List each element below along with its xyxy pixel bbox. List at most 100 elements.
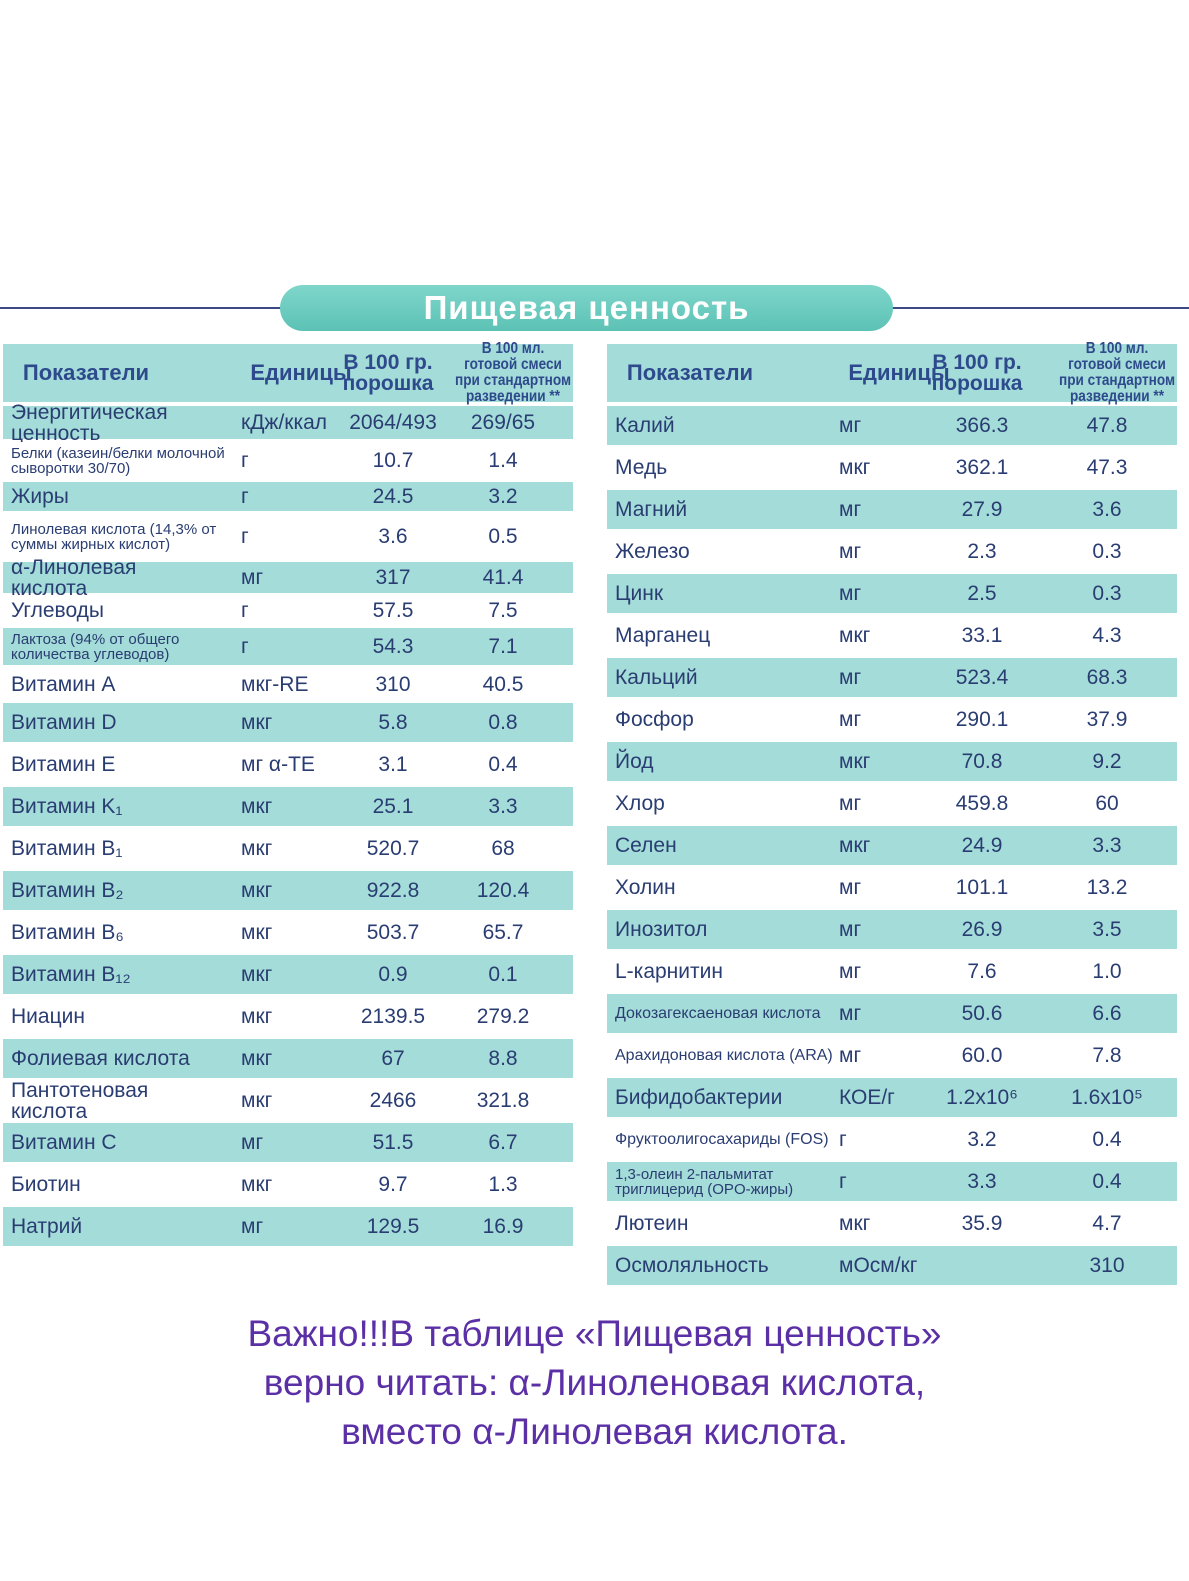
table-cell: мг bbox=[839, 1044, 862, 1067]
table-cell: 290.1 bbox=[955, 708, 1009, 731]
table-cell: Фолиевая кислота bbox=[11, 1047, 190, 1070]
table-cell: Йод bbox=[615, 750, 654, 773]
table-cell: Фруктоолигосахариды (FOS) bbox=[615, 1130, 829, 1148]
table-cell: 6.7 bbox=[488, 1131, 518, 1154]
table-cell: мкг bbox=[241, 1089, 273, 1112]
table-cell: 2.3 bbox=[967, 540, 997, 563]
table-cell: мг α-TE bbox=[241, 753, 315, 776]
table-header bbox=[3, 344, 573, 402]
table-cell: мг bbox=[241, 1131, 264, 1154]
table-cell: мг bbox=[839, 582, 862, 605]
table-row bbox=[3, 406, 573, 439]
table-cell: мкг bbox=[839, 834, 871, 857]
table-cell: 68.3 bbox=[1086, 666, 1128, 689]
table-row bbox=[607, 868, 1177, 907]
header-cell: Показатели bbox=[626, 360, 754, 385]
table-cell: 60 bbox=[1095, 792, 1119, 815]
table-cell: мкг bbox=[241, 795, 273, 818]
table-cell: 2139.5 bbox=[360, 1005, 426, 1028]
table-cell: 50.6 bbox=[961, 1002, 1003, 1025]
table-cell: 5.8 bbox=[378, 711, 408, 734]
table-cell: 41.4 bbox=[482, 566, 524, 589]
table-cell: 70.8 bbox=[961, 750, 1003, 773]
table-cell: 3.6 bbox=[378, 525, 408, 548]
table-cell: 3.2 bbox=[967, 1128, 997, 1151]
table-cell: мкг bbox=[839, 456, 871, 479]
table-row bbox=[3, 1081, 573, 1120]
table-cell: 51.5 bbox=[372, 1131, 414, 1154]
table-cell: мОсм/кг bbox=[839, 1254, 918, 1277]
table-row bbox=[607, 1036, 1177, 1075]
table-cell: Фосфор bbox=[615, 708, 694, 731]
table-cell: 57.5 bbox=[372, 599, 414, 622]
table-row bbox=[607, 1078, 1177, 1117]
table-cell: 279.2 bbox=[476, 1005, 530, 1028]
table-cell: мкг bbox=[241, 1047, 273, 1070]
table-row bbox=[3, 562, 573, 593]
header-cell: В 100 мл. готовой смеси при стандартном … bbox=[1058, 340, 1176, 405]
header-cell: В 100 гр. порошка bbox=[342, 351, 434, 395]
table-cell: 26.9 bbox=[961, 918, 1003, 941]
table-cell: 27.9 bbox=[961, 498, 1003, 521]
table-cell: мг bbox=[839, 960, 862, 983]
table-cell: Витамин C bbox=[11, 1131, 117, 1154]
table-cell: КОЕ/г bbox=[839, 1086, 895, 1109]
table-cell: Хлор bbox=[615, 792, 665, 815]
table-cell: Белки (казеин/белки молочной сыворотки 3… bbox=[11, 444, 225, 477]
table-cell: 922.8 bbox=[366, 879, 420, 902]
table-cell: Витамин B₁ bbox=[11, 837, 123, 860]
table-cell: мг bbox=[839, 708, 862, 731]
table-cell: 0.4 bbox=[488, 753, 518, 776]
table-cell: мкг bbox=[241, 837, 273, 860]
table-row bbox=[3, 628, 573, 665]
table-cell: Витамин E bbox=[11, 753, 116, 776]
table-cell: 24.5 bbox=[372, 485, 414, 508]
table-cell: мг bbox=[839, 918, 862, 941]
table-cell: мг bbox=[839, 792, 862, 815]
table-row bbox=[607, 574, 1177, 613]
table-cell: мкг-RE bbox=[241, 672, 309, 696]
table-cell: 16.9 bbox=[482, 1215, 524, 1238]
table-row bbox=[3, 703, 573, 742]
note-line: вместо α-Линолевая кислота. bbox=[341, 1411, 848, 1452]
table-cell: Магний bbox=[615, 498, 688, 521]
table-cell: 7.1 bbox=[488, 635, 518, 658]
table-row bbox=[3, 745, 573, 784]
table-cell: 8.8 bbox=[488, 1047, 518, 1070]
table-cell: Биотин bbox=[11, 1173, 81, 1196]
table-cell: Ниацин bbox=[11, 1005, 85, 1028]
header-cell: В 100 гр. порошка bbox=[931, 351, 1023, 395]
table-row bbox=[3, 1207, 573, 1246]
header-cell: Показатели bbox=[22, 360, 150, 385]
table-cell: мкг bbox=[241, 879, 273, 902]
table-row bbox=[3, 871, 573, 910]
table-cell: Витамин A bbox=[11, 672, 116, 696]
table-cell: 362.1 bbox=[955, 456, 1009, 479]
table-row bbox=[3, 514, 573, 559]
table-cell: 10.7 bbox=[372, 449, 414, 472]
table-cell: 520.7 bbox=[366, 837, 420, 860]
table-cell: 0.1 bbox=[488, 963, 518, 986]
table-cell: Марганец bbox=[615, 624, 711, 647]
table-cell: Селен bbox=[615, 834, 677, 857]
table-cell: Лютеин bbox=[615, 1212, 689, 1235]
table-cell: 60.0 bbox=[961, 1044, 1003, 1067]
table-cell: мкг bbox=[241, 711, 273, 734]
table-cell: 129.5 bbox=[366, 1215, 420, 1238]
table-cell: мг bbox=[839, 498, 862, 521]
table-cell: 459.8 bbox=[955, 792, 1009, 815]
table-cell: г bbox=[241, 485, 249, 508]
table-row bbox=[607, 952, 1177, 991]
table-cell: мкг bbox=[839, 624, 871, 647]
table-row bbox=[3, 1123, 573, 1162]
title: Пищевая ценность bbox=[280, 285, 893, 331]
table-cell: мг bbox=[839, 666, 862, 689]
table-cell: Углеводы bbox=[11, 599, 105, 622]
table-cell: 1.6x10⁵ bbox=[1071, 1086, 1143, 1109]
table-cell: 0.3 bbox=[1092, 582, 1122, 605]
table-cell: Витамин B₂ bbox=[11, 879, 124, 902]
table-cell: 1.4 bbox=[488, 449, 518, 472]
table-cell: 317 bbox=[375, 566, 411, 589]
header-cell: В 100 мл. готовой смеси при стандартном … bbox=[454, 340, 572, 405]
table-cell: 1.2x10⁶ bbox=[946, 1086, 1018, 1109]
